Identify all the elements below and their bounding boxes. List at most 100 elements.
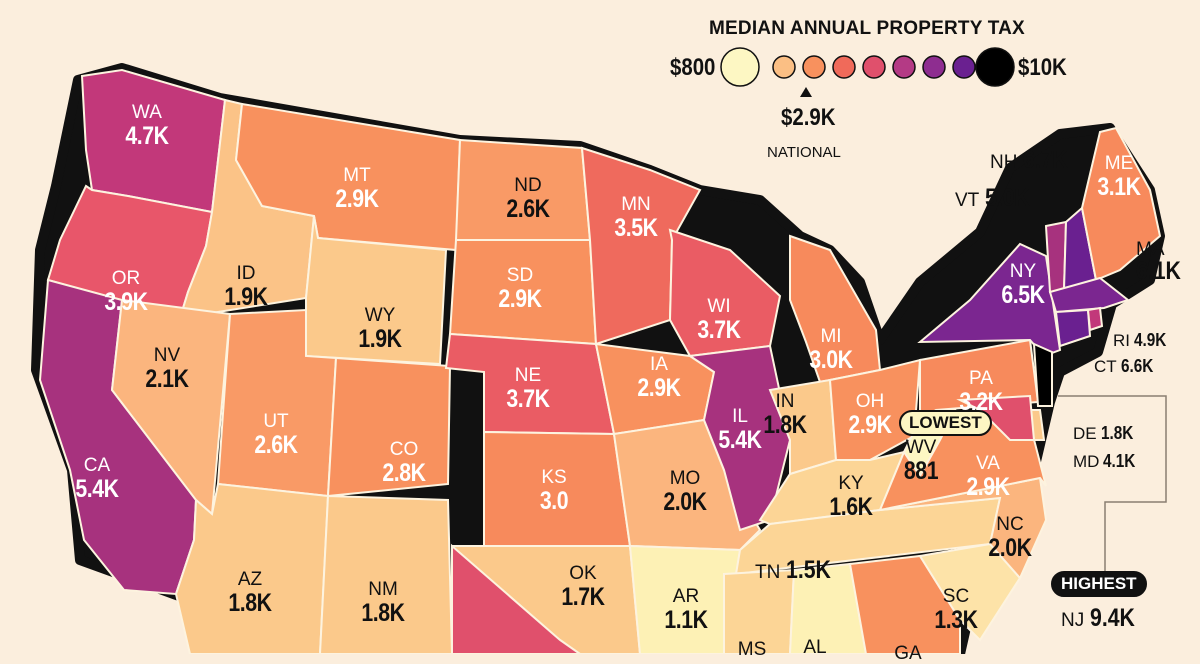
state-label-nm: NM 1.8K	[358, 580, 409, 626]
state-label-nh: NH 6.7K	[990, 146, 1069, 174]
state-abbr: PA	[969, 368, 993, 389]
state-label-il: IL 5.4K	[715, 407, 766, 453]
state-label-nc: NC 2.0K	[985, 515, 1036, 561]
state-label-wv: WV 881	[901, 438, 941, 484]
state-value: 1.8K	[228, 589, 272, 617]
state-value: 1.8K	[763, 411, 807, 439]
state-value: 3.0K	[809, 346, 853, 374]
state-ga	[848, 554, 961, 654]
state-abbr: WI	[707, 296, 731, 317]
state-sc	[918, 542, 1022, 642]
state-value: 2.9K	[637, 374, 681, 402]
state-abbr: NY	[1009, 261, 1037, 282]
legend-max-label: $10K	[1018, 54, 1067, 81]
state-label-wy: WY 1.9K	[355, 306, 406, 352]
legend-swatch-1	[772, 55, 796, 79]
state-abbr: CA	[83, 455, 111, 476]
state-abbr: NC	[996, 514, 1024, 535]
state-value: 3.2K	[959, 388, 1003, 416]
state-value: 2.0K	[988, 534, 1032, 562]
state-abbr: AL	[803, 637, 827, 658]
state-value: 3.0	[539, 487, 569, 515]
state-value: 3.7K	[506, 385, 550, 413]
state-value: 1.7K	[561, 583, 605, 611]
state-label-me: ME 3.1K	[1094, 154, 1145, 200]
state-abbr: ID	[236, 263, 256, 284]
state-value: 2.9K	[966, 473, 1010, 501]
state-label-tn: TN 1.5K	[755, 556, 832, 584]
national-value: $2.9K	[781, 104, 836, 131]
state-label-ri: RI 4.9K	[1113, 330, 1167, 350]
legend-swatch-3	[832, 55, 856, 79]
state-value: 881	[903, 457, 939, 485]
state-abbr: ME	[1104, 153, 1134, 174]
state-ct	[1054, 308, 1092, 348]
state-label-ny: NY 6.5K	[998, 262, 1049, 308]
state-value: 4.7K	[125, 122, 169, 150]
state-label-ar: AR 1.1K	[661, 587, 712, 633]
state-label-sd: SD 2.9K	[495, 266, 546, 312]
state-abbr: SC	[942, 586, 970, 607]
state-value: 3.7K	[697, 316, 741, 344]
state-al	[788, 562, 868, 654]
state-label-ks: KS 3.0	[537, 468, 570, 514]
state-label-id: ID 1.9K	[221, 264, 272, 310]
state-abbr: CO	[389, 439, 419, 460]
state-value: 2.6K	[506, 195, 550, 223]
state-abbr: ND	[514, 175, 542, 196]
state-abbr: OR	[111, 268, 141, 289]
state-value: 2.1K	[145, 365, 189, 393]
state-label-mi: MI 3.0K	[806, 327, 857, 373]
state-label-in: IN 1.8K	[760, 392, 811, 438]
state-label-nv: NV 2.1K	[142, 346, 193, 392]
lowest-badge: LOWEST	[899, 410, 992, 436]
state-label-mn: MN 3.5K	[611, 195, 662, 241]
legend-swatch-6	[922, 55, 946, 79]
state-abbr: WA	[132, 102, 162, 123]
state-value: 2.6K	[254, 431, 298, 459]
state-label-ok: OK 1.7K	[558, 564, 609, 610]
state-abbr: MN	[621, 194, 651, 215]
national-marker-icon	[800, 87, 812, 97]
legend-swatch-5	[892, 55, 916, 79]
state-nm	[318, 494, 454, 654]
state-label-pa: PA 3.2K	[956, 369, 1007, 415]
state-label-az: AZ 1.8K	[225, 570, 276, 616]
state-label-or: OR 3.9K	[101, 269, 152, 315]
state-tx	[451, 543, 582, 654]
state-label-ky: KY 1.6K	[826, 474, 877, 520]
state-abbr: KY	[838, 473, 864, 494]
state-abbr: MI	[820, 326, 842, 347]
state-label-vt: VT 5.0K	[955, 184, 1031, 212]
state-abbr: NM	[368, 579, 398, 600]
state-abbr: AR	[672, 586, 700, 607]
state-value: 1.9K	[224, 283, 268, 311]
state-label-nd: ND 2.6K	[503, 176, 554, 222]
state-label-mt: MT 2.9K	[332, 166, 383, 212]
state-value: 6.5K	[1001, 281, 1045, 309]
state-ma	[1048, 276, 1131, 314]
state-abbr: IL	[732, 406, 748, 427]
state-value: 2.9K	[848, 411, 892, 439]
state-il	[687, 344, 792, 532]
state-value: 2.9K	[335, 185, 379, 213]
state-label-de: DE 1.8K	[1073, 423, 1133, 443]
state-label-wi: WI 3.7K	[694, 297, 745, 343]
state-label-ia: IA 2.9K	[634, 355, 685, 401]
state-label-sc: SC 1.3K	[931, 587, 982, 633]
state-abbr: MS	[737, 639, 767, 660]
state-ms	[723, 568, 796, 654]
state-value: 2.8K	[382, 459, 426, 487]
state-label-ms: MS	[738, 640, 767, 659]
state-value: 3.5K	[614, 214, 658, 242]
state-ri	[1086, 306, 1104, 332]
legend-title: MEDIAN ANNUAL PROPERTY TAX	[709, 18, 1025, 39]
state-abbr: MT	[343, 165, 371, 186]
state-abbr: NV	[153, 345, 181, 366]
state-abbr: NE	[514, 365, 542, 386]
state-value: 1.3K	[934, 606, 978, 634]
state-abbr: AZ	[237, 569, 263, 590]
legend-swatch-2	[802, 55, 826, 79]
legend-swatch-8	[975, 47, 1015, 87]
